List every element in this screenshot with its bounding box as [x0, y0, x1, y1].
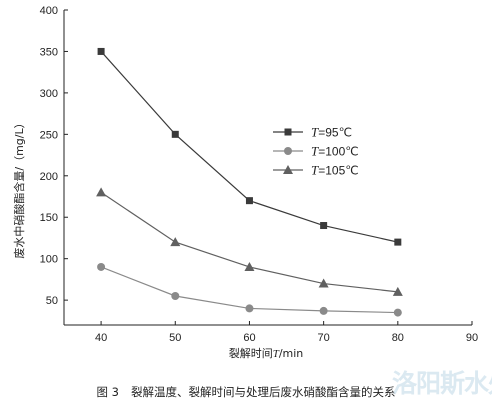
y-tick-label: 300: [40, 88, 58, 100]
legend-label: T=95℃: [311, 125, 352, 140]
y-tick-label: 250: [40, 129, 58, 141]
x-tick-label: 50: [169, 332, 181, 344]
y-tick-label: 400: [40, 5, 58, 17]
axes: 50 100 150 200 250 300 350 400 40 50 60 70 80 90: [40, 5, 478, 344]
series-2: [97, 262, 402, 317]
legend: T=95℃ T=100℃ T=105℃: [273, 125, 359, 178]
data-point: [97, 262, 106, 271]
y-axis-label: 废水中硝酸酯含量/（mg/L）: [12, 117, 26, 258]
y-tick-label: 200: [40, 171, 58, 183]
series-1: [97, 47, 402, 246]
series-3: [96, 187, 403, 296]
data-point: [171, 130, 179, 138]
legend-label: T=105℃: [311, 163, 359, 178]
x-tick-label: 40: [95, 332, 107, 344]
y-tick-label: 50: [46, 295, 58, 307]
series-layer: [96, 47, 403, 317]
series-line: [100, 191, 398, 293]
x-tick-label: 60: [243, 332, 255, 344]
legend-swatch-marker: [284, 128, 292, 136]
data-point: [318, 278, 329, 288]
figure-caption: 图 3 裂解温度、裂解时间与处理后废水硝酸酯含量的关系: [0, 384, 492, 400]
data-point: [393, 308, 402, 317]
watermark-text: 洛阳斯水处理: [392, 369, 492, 398]
line-chart: 50 100 150 200 250 300 350 400 40 50 60 70 80 90 T=95…: [12, 5, 478, 360]
data-point: [96, 187, 107, 197]
data-point: [392, 286, 403, 296]
legend-label: T=100℃: [311, 144, 359, 159]
data-point: [97, 47, 105, 55]
legend-swatch-marker: [283, 165, 293, 174]
x-axis-label: 裂解时间T/min: [229, 346, 304, 360]
y-tick-label: 350: [40, 46, 58, 58]
data-point: [319, 306, 328, 315]
legend-item-1: T=95℃: [273, 125, 352, 140]
data-point: [171, 291, 180, 300]
data-point: [245, 197, 253, 205]
data-point: [394, 238, 402, 246]
data-point: [244, 261, 255, 271]
figure-caption-text: 裂解温度、裂解时间与处理后废水硝酸酯含量的关系: [130, 385, 396, 399]
x-tick-label: 90: [466, 332, 478, 344]
data-point: [320, 222, 328, 230]
figure-number: 图 3: [96, 385, 119, 399]
legend-swatch-marker: [284, 147, 292, 155]
y-tick-label: 150: [40, 212, 58, 224]
x-tick-label: 80: [392, 332, 404, 344]
legend-item-3: T=105℃: [273, 163, 359, 178]
data-point: [245, 304, 254, 313]
y-tick-label: 100: [40, 254, 58, 266]
legend-item-2: T=100℃: [273, 144, 359, 159]
data-point: [170, 237, 181, 247]
x-tick-label: 70: [318, 332, 330, 344]
